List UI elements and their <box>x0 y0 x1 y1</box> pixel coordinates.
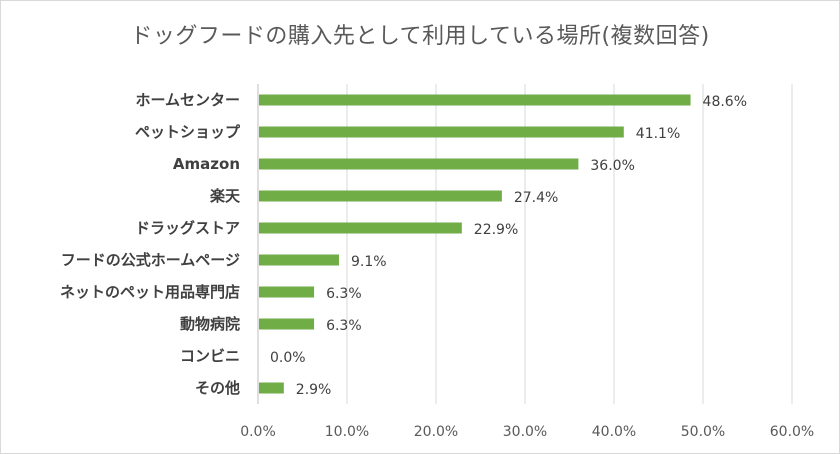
category-label: ドラッグストア <box>135 219 240 237</box>
data-label: 6.3% <box>326 286 362 302</box>
data-label: 9.1% <box>351 254 387 270</box>
x-tick-label: 40.0% <box>592 424 636 440</box>
bar <box>259 94 691 106</box>
category-label: コンビニ <box>180 347 240 365</box>
x-tick-label: 10.0% <box>325 424 369 440</box>
bar <box>259 382 284 394</box>
category-label: フードの公式ホームページ <box>61 251 240 269</box>
x-tick-label: 60.0% <box>770 424 814 440</box>
data-label: 27.4% <box>514 190 558 206</box>
x-tick-label: 50.0% <box>681 424 725 440</box>
data-label: 2.9% <box>296 382 332 398</box>
bar <box>259 190 502 202</box>
bar <box>259 126 624 138</box>
category-label: 動物病院 <box>180 315 240 333</box>
data-label: 22.9% <box>474 222 518 238</box>
bar <box>259 158 579 170</box>
x-tick-label: 0.0% <box>240 424 276 440</box>
chart-title: ドッグフードの購入先として利用している場所(複数回答) <box>130 24 710 49</box>
x-tick-label: 20.0% <box>414 424 458 440</box>
data-label: 36.0% <box>590 158 634 174</box>
category-label: 楽天 <box>210 187 241 205</box>
bar <box>259 222 462 234</box>
x-tick-label: 30.0% <box>503 424 547 440</box>
data-label: 6.3% <box>326 318 362 334</box>
category-label: Amazon <box>173 155 240 173</box>
data-label: 0.0% <box>270 350 306 366</box>
category-label: ホームセンター <box>135 91 240 109</box>
category-label: その他 <box>195 379 240 397</box>
bar <box>259 254 339 266</box>
data-label: 48.6% <box>703 94 747 110</box>
data-label: 41.1% <box>636 126 680 142</box>
category-label: ペットショップ <box>135 123 241 141</box>
bar <box>259 318 315 330</box>
bar <box>259 286 315 298</box>
category-label: ネットのペット用品専門店 <box>60 283 240 301</box>
